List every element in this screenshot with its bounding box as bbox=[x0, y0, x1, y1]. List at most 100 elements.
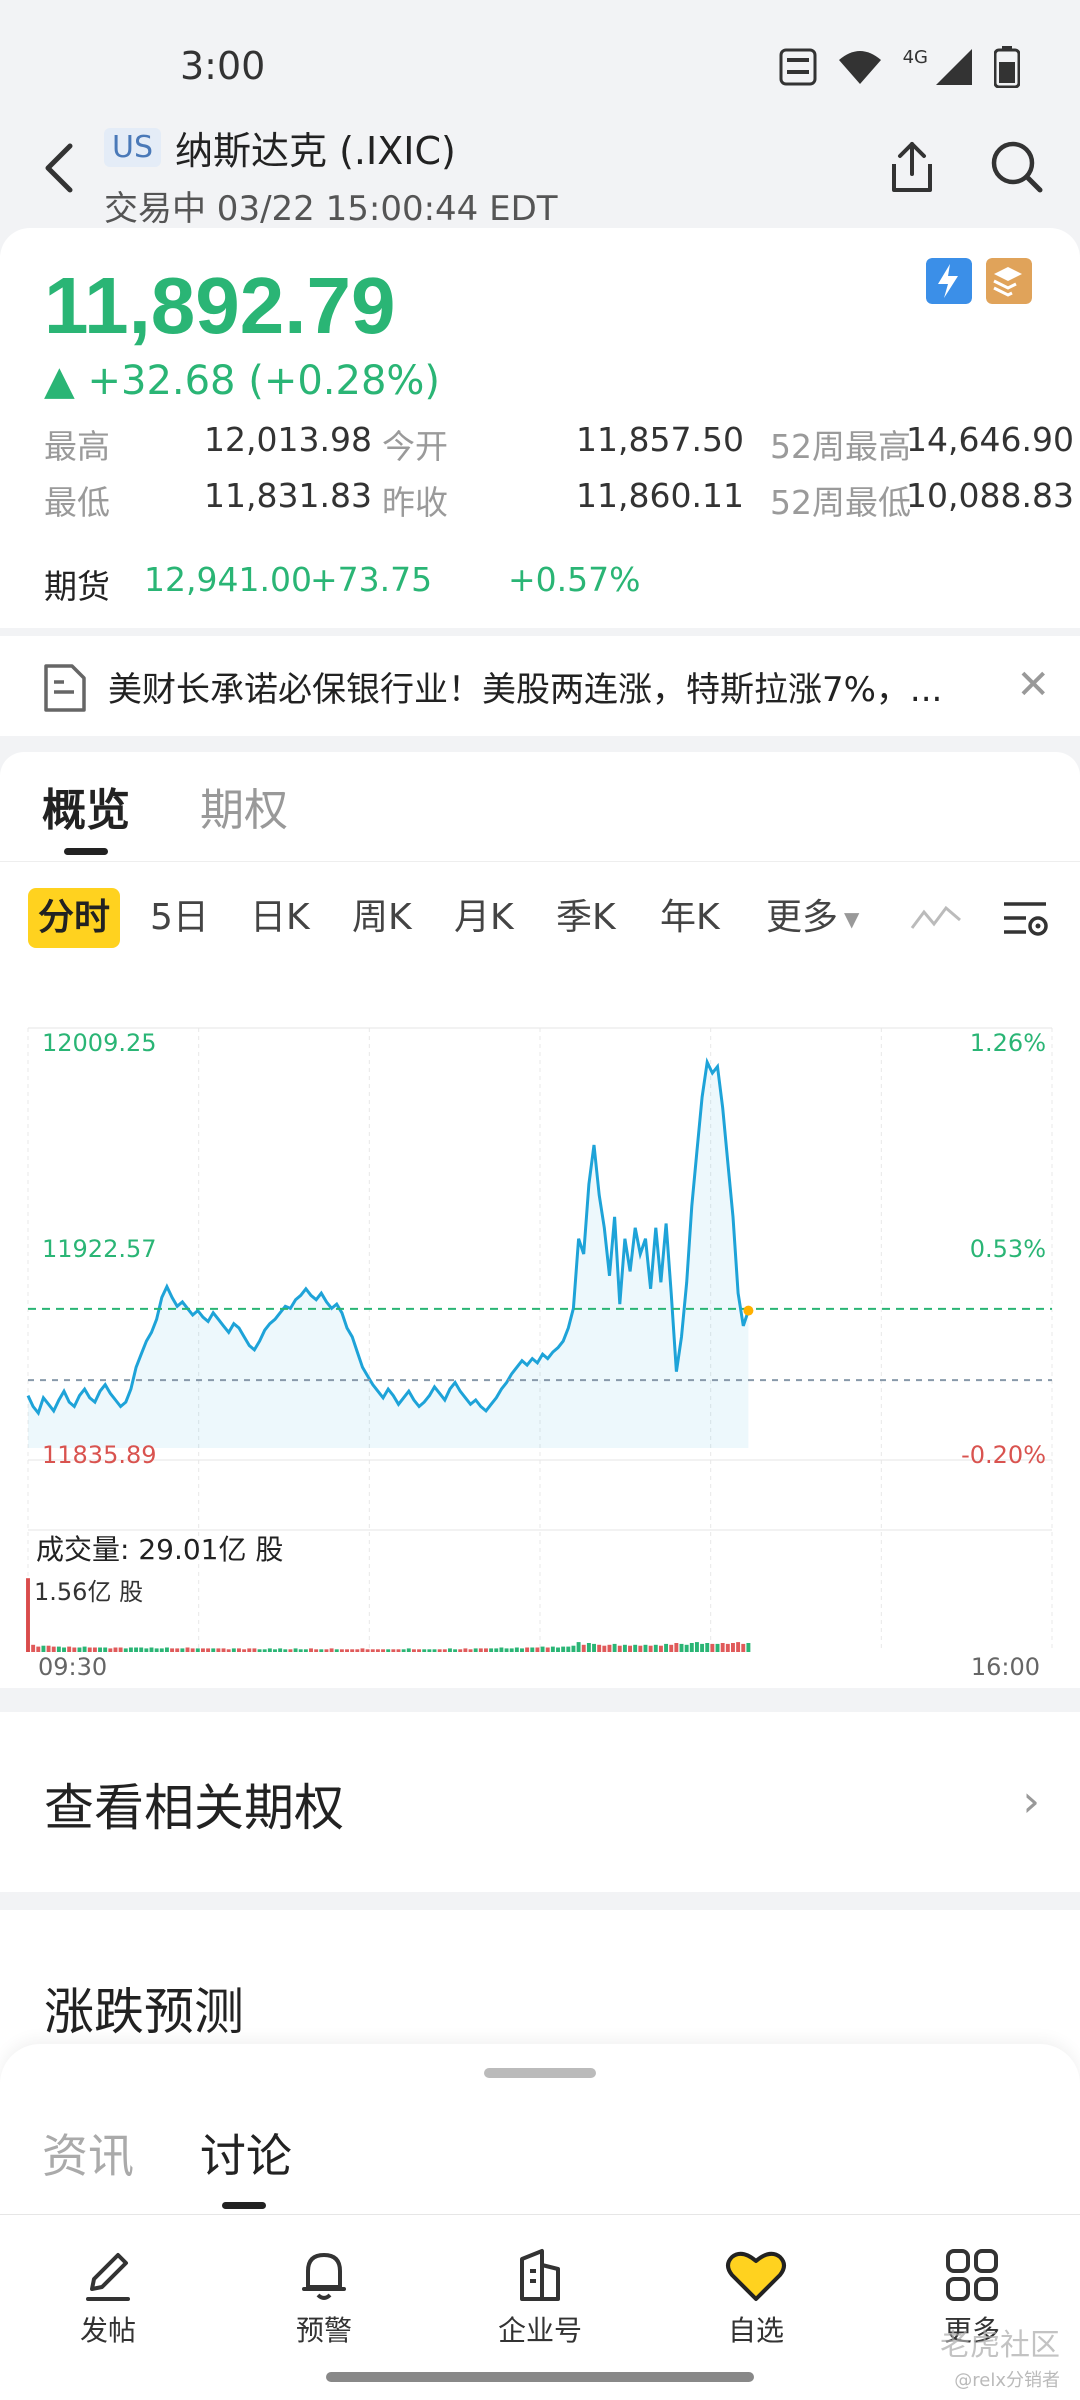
nav-company[interactable]: 企业号 bbox=[470, 2245, 610, 2349]
news-ticker[interactable]: 美财长承诺必保银行业！美股两连涨，特斯拉涨7%，... ✕ bbox=[0, 636, 1080, 736]
stat-value: 14,646.90 bbox=[906, 420, 1074, 459]
x-tick-start: 09:30 bbox=[38, 1653, 107, 1681]
volume-bar bbox=[658, 1645, 663, 1652]
volume-bar bbox=[381, 1649, 386, 1652]
volume-bar bbox=[128, 1647, 133, 1652]
volume-bar bbox=[319, 1649, 324, 1652]
share-icon[interactable] bbox=[882, 136, 942, 196]
tab-news[interactable]: 资讯 bbox=[42, 2129, 134, 2183]
volume-bar bbox=[283, 1649, 288, 1652]
volume-bar bbox=[648, 1645, 653, 1652]
close-icon[interactable]: ✕ bbox=[1016, 662, 1050, 708]
tab-overview[interactable]: 概览 bbox=[42, 785, 130, 836]
nav-more[interactable]: 更多 bbox=[902, 2245, 1042, 2349]
futures-pct: +0.57% bbox=[508, 560, 641, 599]
period-more[interactable]: 更多 ▼ bbox=[766, 888, 859, 948]
volume-bar bbox=[638, 1645, 643, 1652]
volume-bar bbox=[710, 1643, 715, 1652]
volume-bar bbox=[520, 1648, 524, 1652]
volume-bar bbox=[334, 1649, 339, 1652]
period-week-k[interactable]: 周K bbox=[352, 897, 412, 938]
volume-bar bbox=[602, 1645, 607, 1652]
volume-bar bbox=[231, 1648, 236, 1652]
sheet-drag-handle[interactable] bbox=[484, 2068, 596, 2078]
volume-bar bbox=[622, 1644, 627, 1652]
volume-bar bbox=[56, 1646, 61, 1652]
nav-watchlist[interactable]: 自选 bbox=[686, 2245, 826, 2349]
volume-bar bbox=[473, 1648, 478, 1652]
volume-bar bbox=[484, 1648, 488, 1652]
stat-label: 52周最低 bbox=[770, 483, 911, 522]
related-options-row[interactable]: 查看相关期权 › bbox=[0, 1712, 1080, 1892]
volume-bar bbox=[458, 1649, 463, 1652]
nav-alert-label: 预警 bbox=[295, 2314, 352, 2347]
tab-discussion[interactable]: 讨论 bbox=[200, 2129, 292, 2183]
volume-bar bbox=[26, 1578, 30, 1652]
nav-alert[interactable]: 预警 bbox=[254, 2245, 394, 2349]
volume-bar bbox=[422, 1649, 427, 1652]
layers-a-icon[interactable] bbox=[986, 258, 1032, 304]
back-arrow-icon[interactable] bbox=[36, 138, 86, 198]
search-icon[interactable] bbox=[986, 136, 1046, 196]
stat-label: 52周最高 bbox=[770, 427, 911, 466]
volume-bar bbox=[164, 1647, 169, 1652]
volume-bar bbox=[31, 1644, 36, 1652]
volume-bar bbox=[576, 1642, 581, 1652]
x-tick-end: 16:00 bbox=[971, 1653, 1040, 1681]
volume-bar bbox=[67, 1646, 72, 1652]
y-tick-left-low: 11835.89 bbox=[42, 1441, 157, 1469]
news-doc-icon bbox=[44, 664, 86, 712]
period-month-k[interactable]: 月K bbox=[454, 897, 514, 938]
intraday-chart[interactable]: 12009.25 11922.57 11835.89 1.26% 0.53% -… bbox=[0, 962, 1080, 1682]
level1-lightning-icon[interactable] bbox=[926, 258, 972, 304]
volume-bar bbox=[689, 1643, 694, 1652]
volume-bar bbox=[237, 1648, 241, 1652]
volume-bar bbox=[556, 1647, 560, 1652]
volume-bar bbox=[350, 1649, 355, 1652]
period-intraday[interactable]: 分时 bbox=[28, 888, 121, 948]
bottom-sheet[interactable]: 资讯 讨论 bbox=[0, 2044, 1080, 2214]
volume-bar bbox=[365, 1649, 370, 1652]
volume-bar bbox=[154, 1648, 159, 1652]
volume-bar bbox=[370, 1649, 375, 1652]
volume-bar bbox=[36, 1646, 41, 1652]
tab-options[interactable]: 期权 bbox=[200, 785, 288, 836]
volume-bar bbox=[200, 1648, 205, 1652]
bottom-nav: 发帖 预警 企业号 自选 更多 bbox=[0, 2214, 1080, 2400]
volume-bar bbox=[51, 1646, 56, 1652]
volume-bar bbox=[643, 1644, 648, 1652]
volume-bar bbox=[442, 1649, 447, 1652]
volume-bar bbox=[669, 1644, 674, 1652]
volume-bar bbox=[447, 1648, 452, 1652]
nav-post[interactable]: 发帖 bbox=[38, 2245, 178, 2349]
nav-more-label: 更多 bbox=[943, 2314, 1000, 2347]
volume-bar bbox=[324, 1649, 329, 1652]
period-quarter-k[interactable]: 季K bbox=[556, 897, 616, 938]
stats-row: 最低 11,831.83 昨收 11,860.11 52周最低 10,088.8… bbox=[44, 476, 1074, 532]
volume-bar bbox=[103, 1647, 108, 1652]
chevron-right-icon: › bbox=[1022, 1776, 1040, 1827]
volume-bar bbox=[489, 1648, 494, 1652]
quote-tool-icons bbox=[926, 258, 1032, 304]
volume-bar bbox=[118, 1647, 123, 1652]
volume-bar bbox=[262, 1649, 267, 1652]
period-5d[interactable]: 5日 bbox=[150, 897, 209, 938]
heart-icon bbox=[726, 2251, 786, 2301]
indicator-wave-icon[interactable] bbox=[910, 902, 962, 934]
volume-bar bbox=[195, 1648, 200, 1652]
volume-bar bbox=[170, 1648, 175, 1652]
status-time: 3:00 bbox=[180, 44, 266, 88]
volume-bar bbox=[731, 1643, 735, 1652]
period-year-k[interactable]: 年K bbox=[660, 897, 720, 938]
period-day-k[interactable]: 日K bbox=[250, 897, 310, 938]
nav-company-label: 企业号 bbox=[497, 2314, 582, 2347]
stat-value: 11,831.83 bbox=[204, 476, 372, 515]
news-headline[interactable]: 美财长承诺必保银行业！美股两连涨，特斯拉涨7%，... bbox=[108, 670, 943, 710]
chart-settings-icon[interactable] bbox=[1000, 898, 1050, 942]
stat-label: 最高 bbox=[44, 427, 110, 466]
volume-bar bbox=[406, 1648, 411, 1652]
volume-bar bbox=[329, 1648, 334, 1652]
volume-bar bbox=[92, 1647, 97, 1652]
related-options-label: 查看相关期权 bbox=[44, 1779, 344, 1837]
trading-status: 交易中 03/22 15:00:44 EDT bbox=[104, 189, 558, 229]
